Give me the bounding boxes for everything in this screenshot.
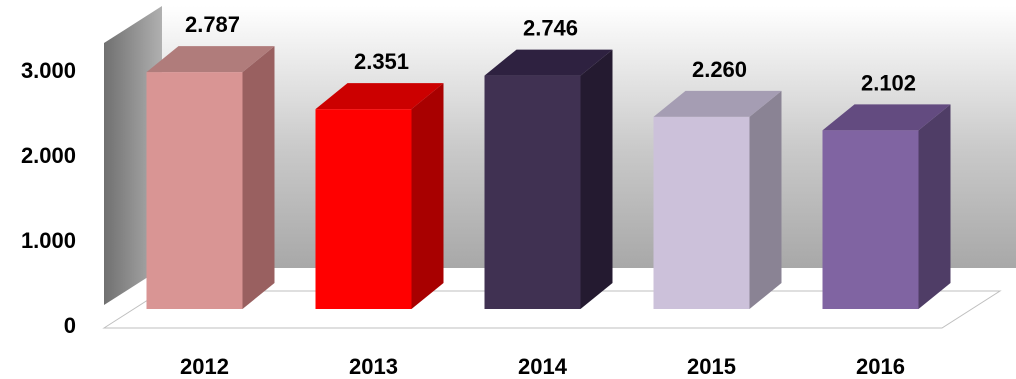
y-tick-label: 1.000: [21, 228, 76, 253]
y-tick-label: 3.000: [21, 58, 76, 83]
y-axis: 0 1.000 2.000 3.000: [21, 58, 76, 338]
bar-side-face: [918, 104, 951, 309]
bar-front-face: [653, 116, 750, 310]
x-category-label: 2016: [856, 354, 905, 379]
bar-side-face: [580, 49, 613, 310]
bar-series: [146, 46, 951, 310]
data-label: 2.260: [692, 57, 747, 82]
bar-side-face: [411, 83, 444, 309]
bar-2016: [822, 104, 951, 309]
x-category-label: 2014: [518, 354, 568, 379]
bar-front-face: [146, 72, 243, 309]
y-tick-label: 0: [64, 313, 76, 338]
bar-2013: [315, 83, 444, 309]
bar-2014: [484, 49, 613, 310]
bar-front-face: [822, 130, 919, 309]
bar-top-face: [653, 90, 782, 117]
data-label: 2.351: [354, 49, 409, 74]
bar-top-face: [484, 49, 613, 76]
data-labels: 2.787 2.351 2.746 2.260 2.102: [185, 12, 916, 95]
bar-front-face: [484, 75, 581, 309]
bar-front-face: [315, 109, 412, 309]
x-category-label: 2013: [349, 354, 398, 379]
bar-side-face: [242, 46, 275, 309]
bar-side-face: [749, 90, 782, 310]
x-category-label: 2015: [687, 354, 736, 379]
data-label: 2.787: [185, 12, 240, 37]
bar-top-face: [315, 83, 444, 110]
y-tick-label: 2.000: [21, 143, 76, 168]
data-label: 2.102: [861, 70, 916, 95]
bar-top-face: [822, 104, 951, 131]
bar-top-face: [146, 46, 275, 73]
x-category-label: 2012: [180, 354, 229, 379]
bar-2015: [653, 90, 782, 310]
x-axis: 2012 2013 2014 2015 2016: [180, 354, 905, 379]
data-label: 2.746: [523, 16, 578, 41]
bar-2012: [146, 46, 275, 309]
